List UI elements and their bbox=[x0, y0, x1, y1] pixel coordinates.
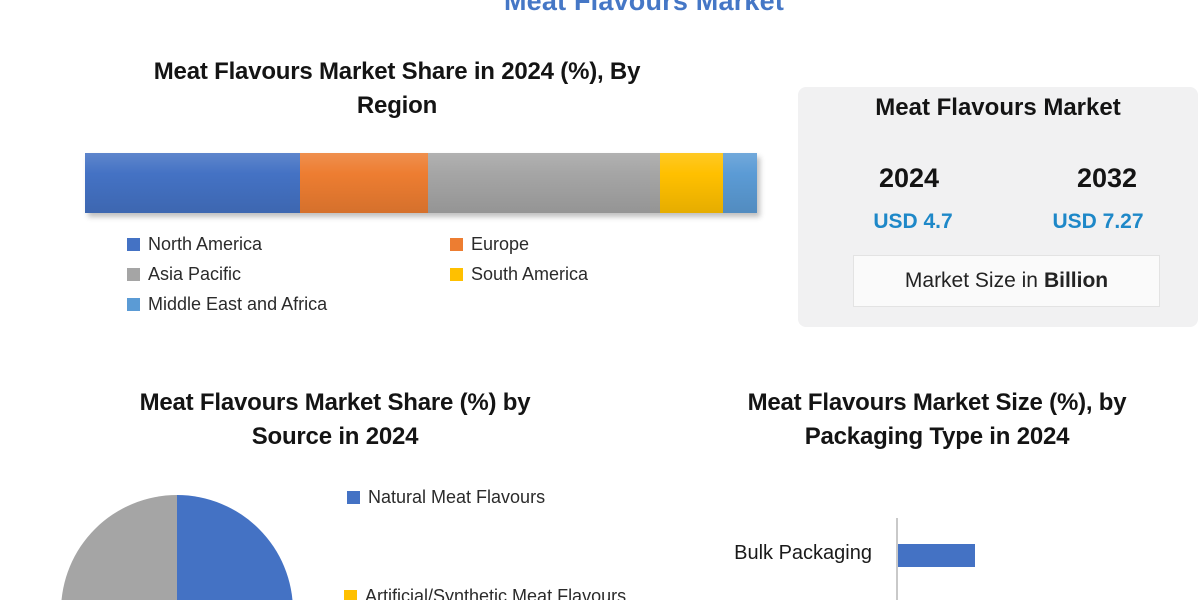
packaging-bar-bulk bbox=[898, 544, 975, 567]
legend-label-north-america: North America bbox=[148, 233, 263, 254]
region-chart-title-line2: Region bbox=[356, 92, 438, 119]
region-chart-title-line1: Meat Flavours Market Share in 2024 (%), … bbox=[153, 58, 641, 85]
pie-legend-item-artificial-synthetic-meat-flavours: Artificial/Synthetic Meat Flavours bbox=[344, 586, 626, 600]
legend-item-europe: Europe bbox=[450, 234, 588, 255]
bar-segment-middle-east-and-africa bbox=[723, 153, 757, 213]
legend-item-asia-pacific: Asia Pacific bbox=[127, 264, 450, 285]
bar-segment-south-america bbox=[659, 153, 724, 213]
bar-segment-north-america bbox=[85, 153, 301, 213]
market-size-caption-box: Market Size in Billion bbox=[853, 255, 1160, 307]
source-chart-title: Meat Flavours Market Share (%) by Source… bbox=[35, 386, 635, 454]
legend-label-asia-pacific: Asia Pacific bbox=[148, 263, 242, 284]
source-pie-chart bbox=[61, 495, 293, 600]
legend-marker-asia-pacific bbox=[127, 267, 140, 281]
pie-legend-marker-natural-meat-flavours bbox=[347, 491, 360, 504]
region-legend: North America Europe Asia Pacific South Ame… bbox=[127, 229, 588, 319]
value-2024: USD 4.7 bbox=[873, 210, 953, 233]
packaging-chart-title-line2: Packaging Type in 2024 bbox=[804, 423, 1070, 450]
pie-legend-label-artificial-synthetic-meat-flavours: Artificial/Synthetic Meat Flavours bbox=[365, 586, 627, 600]
source-chart-title-line2: Source in 2024 bbox=[251, 423, 419, 450]
value-2032: USD 7.27 bbox=[1052, 210, 1144, 233]
pie-legend-item-natural-meat-flavours: Natural Meat Flavours bbox=[347, 487, 545, 508]
packaging-chart-title-line1: Meat Flavours Market Size (%), by bbox=[747, 389, 1127, 416]
region-stacked-bar bbox=[85, 153, 757, 213]
year-2032-label: 2032 bbox=[1076, 163, 1138, 193]
packaging-chart-title: Meat Flavours Market Size (%), by Packag… bbox=[637, 386, 1200, 454]
legend-label-south-america: South America bbox=[471, 263, 589, 284]
legend-marker-middle-east-and-africa bbox=[127, 297, 140, 311]
packaging-category-label: Bulk Packaging bbox=[734, 542, 872, 564]
bar-segment-europe bbox=[300, 153, 428, 213]
page-title: Meat Flavours Market bbox=[503, 0, 785, 16]
legend-marker-europe bbox=[450, 237, 463, 251]
bar-segment-asia-pacific bbox=[427, 153, 660, 213]
legend-item-south-america: South America bbox=[450, 264, 588, 285]
market-size-caption-unit: Billion bbox=[1043, 269, 1109, 292]
legend-marker-north-america bbox=[127, 237, 140, 251]
legend-label-europe: Europe bbox=[471, 233, 530, 254]
legend-marker-south-america bbox=[450, 267, 463, 281]
legend-item-middle-east-and-africa: Middle East and Africa bbox=[127, 294, 450, 315]
source-chart-title-line1: Meat Flavours Market Share (%) by bbox=[139, 389, 531, 416]
year-2024-label: 2024 bbox=[878, 163, 940, 193]
market-size-caption: Market Size in bbox=[904, 269, 1038, 292]
pie-legend-label-natural-meat-flavours: Natural Meat Flavours bbox=[368, 487, 546, 507]
region-chart-title: Meat Flavours Market Share in 2024 (%), … bbox=[85, 55, 709, 123]
pie-legend-marker-artificial-synthetic-meat-flavours bbox=[344, 590, 357, 600]
legend-item-north-america: North America bbox=[127, 234, 450, 255]
market-size-panel-title: Meat Flavours Market bbox=[875, 94, 1121, 121]
market-size-panel: Meat Flavours Market 2024 2032 USD 4.7 U… bbox=[798, 87, 1198, 327]
packaging-axis-line bbox=[896, 518, 898, 600]
legend-label-middle-east-and-africa: Middle East and Africa bbox=[148, 293, 328, 314]
